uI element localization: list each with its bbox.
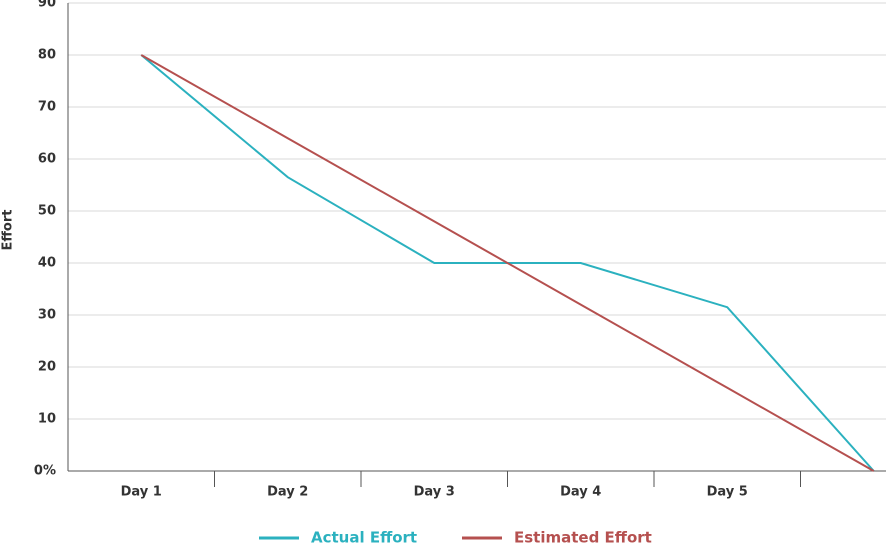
y-axis-title: Effort [1, 210, 16, 251]
x-tick-label: Day 4 [560, 485, 601, 500]
x-tick-label: Day 3 [414, 485, 455, 500]
y-tick-label: 30 [38, 308, 56, 323]
y-tick-label: 0% [34, 464, 56, 479]
y-tick-label: 50 [38, 204, 56, 219]
series-line [140, 54, 875, 472]
y-tick-label: 90 [38, 0, 56, 11]
legend-text: Estimated Effort [514, 529, 652, 544]
y-tick-label: 70 [38, 100, 56, 115]
x-tick-label: Day 1 [121, 485, 162, 500]
y-tick-label: 60 [38, 152, 56, 167]
x-tick-label: Day 2 [267, 485, 308, 500]
y-tick-label: 80 [38, 48, 56, 63]
y-tick-label: 20 [38, 360, 56, 375]
y-tick-label: 40 [38, 256, 56, 271]
legend-text: Actual Effort [311, 529, 417, 544]
x-tick-label: Day 5 [707, 485, 748, 500]
y-tick-label: 10 [38, 412, 56, 427]
